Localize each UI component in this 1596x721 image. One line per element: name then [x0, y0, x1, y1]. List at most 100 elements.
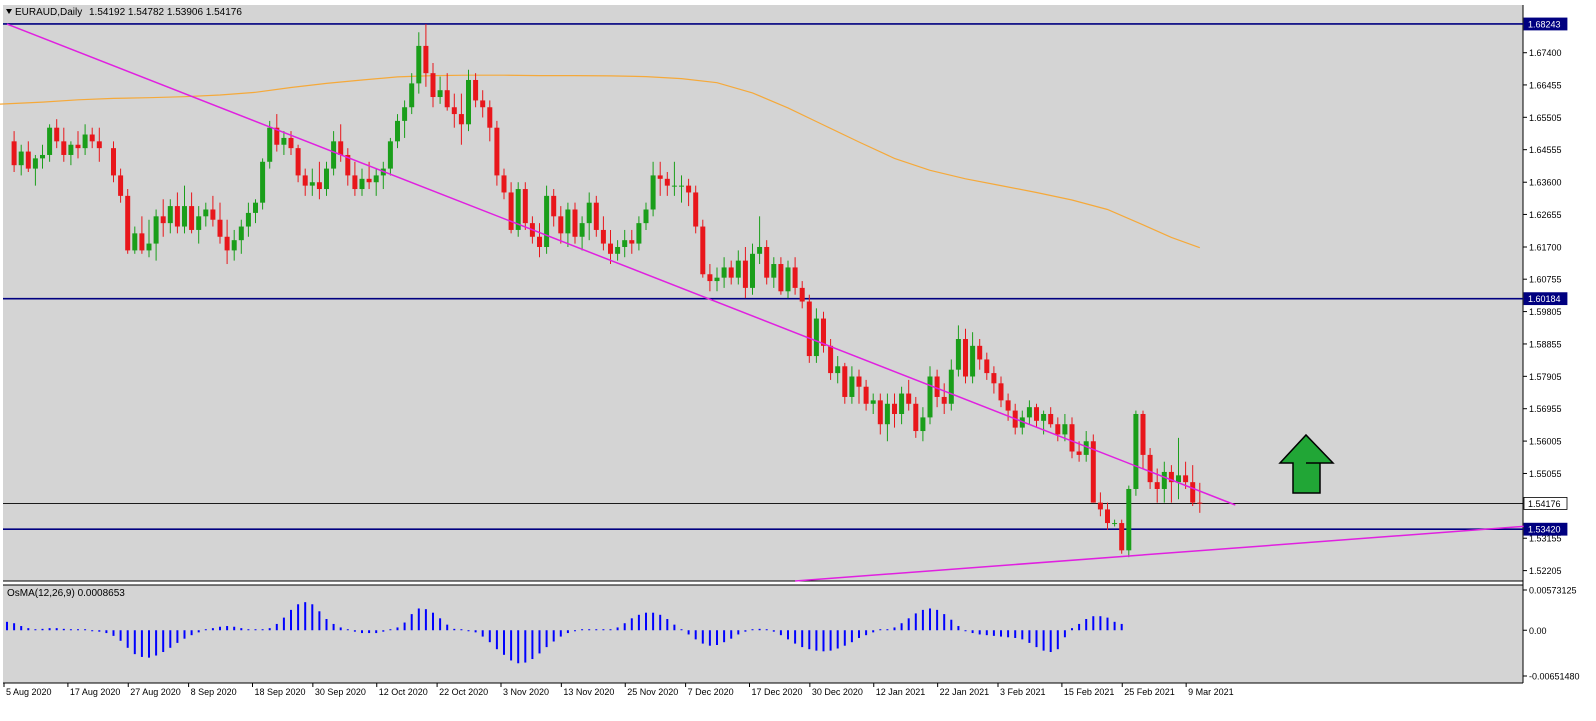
candle-body	[231, 240, 237, 251]
candle-body	[68, 144, 74, 155]
candle-body	[1154, 482, 1160, 489]
candle-body	[757, 246, 763, 254]
oscillator-pane[interactable]	[3, 585, 1523, 683]
level-price-tag	[1523, 292, 1568, 306]
candle-body	[345, 154, 351, 176]
x-tick-label: 17 Aug 2020	[70, 687, 121, 697]
candle-body	[1176, 475, 1181, 483]
candle-body	[61, 141, 67, 155]
candle-body	[458, 114, 464, 125]
candle-body	[309, 182, 315, 186]
candle-body	[899, 393, 905, 414]
trendline[interactable]	[795, 524, 1541, 582]
candle-body	[764, 246, 770, 278]
candle-body	[991, 373, 997, 384]
candle-body	[1019, 417, 1025, 428]
x-tick-label: 3 Feb 2021	[1000, 687, 1046, 697]
candle-body	[444, 90, 450, 108]
x-tick-label: 27 Aug 2020	[130, 687, 181, 697]
candle-body	[537, 236, 542, 247]
candle-body	[238, 226, 244, 241]
y-tick-label: 1.53155	[1529, 534, 1562, 544]
candle-body	[387, 141, 393, 169]
x-tick-label: 12 Jan 2021	[876, 687, 926, 697]
candle-body	[1048, 413, 1054, 425]
x-tick-label: 22 Jan 2021	[940, 687, 990, 697]
candles	[11, 24, 1203, 558]
candle-body	[1062, 424, 1068, 435]
candle-body	[267, 127, 273, 162]
candle-body	[821, 318, 826, 346]
candle-body	[792, 267, 798, 288]
candle-body	[494, 127, 500, 176]
candle-body	[551, 195, 557, 217]
y-tick-label: 1.57905	[1529, 372, 1562, 382]
candle-body	[153, 216, 159, 244]
candle-body	[224, 236, 230, 251]
y-tick-label: 1.66455	[1529, 80, 1562, 90]
candle-body	[785, 267, 791, 292]
candle-body	[302, 175, 308, 186]
candle-body	[1112, 523, 1118, 525]
horizontal-levels[interactable]	[3, 23, 1523, 530]
candle-body	[1190, 482, 1196, 503]
candle-body	[203, 209, 209, 217]
candle-body	[771, 264, 777, 278]
symbol-menu-triangle-icon[interactable]	[6, 9, 12, 14]
candle-body	[1097, 502, 1103, 510]
candle-body	[139, 233, 145, 251]
candle-body	[579, 223, 585, 237]
candle-body	[1090, 441, 1096, 503]
y-tick-label: 1.59805	[1529, 307, 1562, 317]
price-pane[interactable]	[3, 5, 1523, 581]
candle-body	[281, 137, 287, 145]
candle-body	[735, 260, 741, 278]
candle-body	[338, 141, 344, 155]
candle-body	[1026, 407, 1032, 418]
candle-body	[480, 100, 486, 108]
candle-body	[963, 339, 968, 377]
osma-tick-label: 0.00573125	[1529, 585, 1577, 595]
candle-body	[828, 345, 834, 374]
y-tick-label: 1.67400	[1529, 48, 1562, 58]
candle-body	[948, 369, 954, 404]
candle-body	[416, 45, 422, 84]
candle-body	[742, 260, 748, 288]
candle-body	[522, 189, 528, 224]
x-tick-label: 17 Dec 2020	[752, 687, 803, 697]
y-tick-label: 1.58855	[1529, 339, 1562, 349]
candle-body	[892, 403, 897, 414]
candle-body	[1197, 502, 1203, 504]
candle-body	[636, 223, 642, 244]
osma-tick-label: 0.00	[1529, 626, 1547, 636]
candle-body	[11, 141, 17, 166]
candle-body	[96, 141, 102, 149]
x-tick-label: 9 Mar 2021	[1188, 687, 1234, 697]
candle-body	[1133, 413, 1139, 489]
y-tick-label: 1.65505	[1529, 113, 1562, 123]
price-tag-label: 1.60184	[1528, 294, 1561, 304]
candle-body	[955, 339, 961, 370]
x-tick-label: 5 Aug 2020	[6, 687, 52, 697]
current-price-tag	[1523, 497, 1568, 510]
up-arrow-icon[interactable]	[1278, 433, 1335, 494]
candle-body	[1069, 424, 1075, 452]
candle-body	[863, 386, 869, 404]
candle-body	[941, 396, 947, 404]
candle-body	[1161, 471, 1167, 489]
candle-body	[657, 175, 663, 179]
trendlines[interactable]	[6, 23, 1541, 582]
candle-body	[977, 345, 983, 360]
candle-body	[359, 178, 365, 190]
candle-body	[835, 366, 841, 374]
candle-body	[728, 267, 734, 278]
trendline[interactable]	[6, 23, 1236, 506]
level-price-tag	[1523, 522, 1568, 536]
candle-body	[927, 376, 933, 418]
candle-body	[1119, 523, 1125, 551]
candle-body	[508, 192, 514, 230]
candle-body	[913, 403, 919, 432]
candle-body	[373, 175, 379, 183]
candle-body	[409, 83, 415, 108]
